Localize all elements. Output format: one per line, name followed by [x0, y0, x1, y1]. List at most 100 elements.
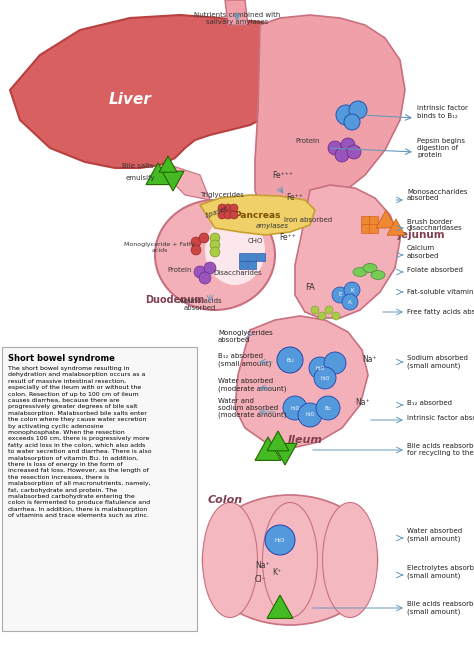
Text: E: E [338, 293, 342, 298]
Text: Short bowel syndrome: Short bowel syndrome [8, 354, 115, 363]
Ellipse shape [363, 264, 377, 272]
Circle shape [325, 306, 333, 314]
FancyBboxPatch shape [2, 347, 197, 631]
Text: B₁₂: B₁₂ [324, 406, 331, 411]
Polygon shape [170, 165, 210, 200]
Text: Water absorbed
(small amount): Water absorbed (small amount) [407, 528, 462, 542]
Text: Amino acids
absorbed: Amino acids absorbed [179, 298, 221, 311]
Text: Protein: Protein [295, 138, 320, 144]
Ellipse shape [202, 503, 257, 618]
Text: Fe⁺⁺: Fe⁺⁺ [279, 233, 296, 242]
Text: K⁺: K⁺ [272, 568, 281, 577]
Circle shape [298, 403, 322, 427]
Circle shape [328, 141, 342, 155]
Bar [239, 261, 247, 269]
Text: lipases: lipases [205, 205, 230, 219]
Text: Electrolytes absorbed
(small amount): Electrolytes absorbed (small amount) [407, 565, 474, 579]
Bar [239, 253, 247, 261]
Text: B₁₂: B₁₂ [286, 357, 294, 362]
Circle shape [210, 233, 220, 243]
Text: Brush border
disaccharidases: Brush border disaccharidases [407, 219, 463, 232]
Circle shape [344, 282, 360, 298]
Text: Duodenum: Duodenum [146, 295, 205, 305]
Circle shape [230, 204, 238, 212]
Polygon shape [162, 171, 184, 191]
Text: Ileum: Ileum [288, 435, 322, 445]
Polygon shape [273, 443, 297, 465]
Text: Iron absorbed: Iron absorbed [284, 217, 332, 223]
Text: Na⁺: Na⁺ [362, 355, 377, 364]
Circle shape [199, 233, 209, 243]
Ellipse shape [202, 495, 377, 625]
Text: Na⁺: Na⁺ [255, 561, 270, 570]
Circle shape [341, 138, 355, 152]
Bar [369, 216, 378, 225]
Circle shape [344, 114, 360, 130]
Text: Pancreas: Pancreas [234, 210, 280, 219]
Text: Monoglyceride + Fatty
acids: Monoglyceride + Fatty acids [125, 242, 196, 253]
Polygon shape [255, 15, 405, 215]
Text: Monosaccharides
absorbed: Monosaccharides absorbed [407, 189, 467, 202]
Bar [248, 253, 256, 261]
Circle shape [224, 204, 232, 212]
Text: H₂O: H₂O [320, 375, 330, 381]
Text: Water absorbed
(moderate amount): Water absorbed (moderate amount) [218, 378, 286, 392]
Bar [369, 224, 378, 233]
Ellipse shape [322, 503, 377, 618]
Circle shape [210, 240, 220, 250]
Text: Intrinsic factor absorbed: Intrinsic factor absorbed [407, 415, 474, 421]
Text: B₁₂ absorbed: B₁₂ absorbed [407, 400, 452, 406]
Circle shape [347, 145, 361, 159]
Text: amylases: amylases [256, 223, 289, 229]
Text: Bile acids reabsorbed
for recycling to the liver: Bile acids reabsorbed for recycling to t… [407, 443, 474, 456]
Text: FA: FA [305, 283, 315, 292]
Circle shape [224, 211, 232, 219]
Polygon shape [267, 595, 293, 618]
Circle shape [191, 237, 201, 247]
Circle shape [349, 101, 367, 119]
Text: H₂O: H₂O [275, 537, 285, 543]
Polygon shape [146, 163, 170, 185]
Ellipse shape [371, 270, 385, 279]
Text: H₂O: H₂O [305, 413, 315, 417]
Polygon shape [387, 219, 405, 235]
Text: Fe⁺⁺⁺: Fe⁺⁺⁺ [272, 171, 293, 180]
Bar [257, 253, 265, 261]
Text: K: K [350, 287, 354, 293]
Circle shape [324, 352, 346, 374]
Text: CHO: CHO [248, 238, 264, 244]
Polygon shape [295, 185, 400, 318]
Circle shape [265, 525, 295, 555]
Polygon shape [225, 0, 248, 25]
Text: H₂O: H₂O [290, 406, 300, 411]
Text: Fe⁺⁺: Fe⁺⁺ [286, 193, 303, 202]
Circle shape [277, 347, 303, 373]
Circle shape [194, 266, 206, 278]
Circle shape [311, 306, 319, 314]
Circle shape [318, 312, 326, 320]
Text: Nutrients combined with
salivary amylases: Nutrients combined with salivary amylase… [194, 12, 280, 25]
Circle shape [199, 272, 211, 284]
Circle shape [336, 105, 356, 125]
Text: Protein: Protein [167, 267, 192, 273]
Text: Bile salts: Bile salts [122, 163, 154, 169]
Circle shape [342, 294, 358, 310]
Text: Pepsin begins
digestion of
protein: Pepsin begins digestion of protein [417, 138, 465, 158]
Text: B₁₂ absorbed
(small amount): B₁₂ absorbed (small amount) [218, 353, 272, 367]
Text: A: A [348, 300, 352, 304]
Text: Water and
sodium absorbed
(moderate amount): Water and sodium absorbed (moderate amou… [218, 398, 286, 419]
Polygon shape [10, 15, 310, 168]
Ellipse shape [155, 200, 275, 310]
Polygon shape [267, 431, 289, 451]
Text: Liver: Liver [109, 93, 151, 108]
Bar [248, 261, 256, 269]
Text: Na⁺: Na⁺ [355, 398, 370, 407]
Bar [361, 224, 370, 233]
Polygon shape [159, 156, 177, 172]
Circle shape [191, 245, 201, 255]
Circle shape [332, 312, 340, 320]
Polygon shape [255, 437, 281, 460]
Polygon shape [376, 210, 396, 228]
Circle shape [204, 262, 216, 274]
Circle shape [316, 396, 340, 420]
